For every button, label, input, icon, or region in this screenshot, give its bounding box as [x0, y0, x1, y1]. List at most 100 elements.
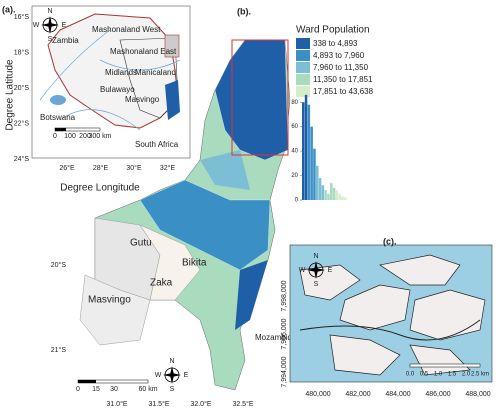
histogram-bar	[310, 126, 313, 200]
compass-label: S	[170, 386, 175, 393]
scale-label: 2.5 km	[471, 372, 489, 378]
place: Midlands	[105, 68, 137, 77]
scale-label: 100	[64, 133, 76, 140]
scale-label: 0.5	[420, 372, 429, 378]
compass-label: N	[313, 253, 318, 260]
x-tick-label: 486,000	[425, 391, 450, 398]
histogram-bar	[307, 104, 311, 200]
wards-dense	[235, 260, 268, 330]
x-tick-label: 482,000	[345, 391, 370, 398]
compass-label: S	[48, 36, 53, 43]
legend-swatch	[296, 38, 310, 49]
histogram-bar	[318, 178, 322, 200]
legend-title: Ward Population	[296, 25, 370, 36]
y-tick-label: 16°S	[14, 13, 30, 21]
legend-swatch	[296, 86, 310, 97]
scale-label: 0.0	[406, 372, 415, 378]
panel-label: (a).	[2, 4, 16, 14]
legend-label: 338 to 4,893	[313, 39, 358, 48]
histogram-bar	[302, 102, 305, 200]
y-tick-label: 24°S	[14, 155, 30, 163]
legend-swatch	[296, 62, 310, 73]
panel-b: (b). Ward Population 338 to 4,893 4,893 t…	[51, 6, 374, 407]
wards-mid	[139, 179, 271, 271]
plots	[299, 254, 486, 376]
scale-label: 0	[53, 133, 57, 140]
district	[139, 224, 201, 301]
panel-label: (b).	[237, 6, 251, 16]
x-tick-label: 488,000	[465, 391, 490, 398]
place: Masvingo	[88, 295, 131, 306]
scale-label: 2.0	[462, 372, 471, 378]
y-tick-label: 22°S	[14, 119, 30, 127]
histogram-bar	[344, 197, 347, 200]
histogram-bar	[304, 94, 308, 200]
histogram-bar	[316, 165, 319, 200]
district	[79, 274, 151, 346]
panel-label: (c).	[383, 236, 397, 246]
compass-label: S	[314, 281, 319, 288]
x-tick-label: 32.0°E	[190, 400, 211, 408]
histogram-bar	[341, 196, 344, 200]
wards-mid	[200, 150, 250, 190]
place: Bulawayo	[100, 85, 135, 94]
place: Mashonaland West	[92, 25, 161, 34]
place: Masvingo	[125, 95, 160, 104]
x-tick-label: 32.5°E	[232, 400, 253, 408]
legend-label: 17,851 to 43,638	[313, 87, 374, 96]
lake	[50, 95, 66, 105]
y-tick-label: 20°S	[51, 261, 67, 269]
y-tick-label: 20	[291, 173, 298, 179]
scale-label: 1.0	[434, 372, 443, 378]
place: Botswana	[40, 113, 76, 122]
compass-label: W	[155, 372, 162, 379]
legend-swatch	[296, 50, 310, 61]
scale-label: 300 km	[89, 133, 112, 140]
y-tick-label: 0	[295, 198, 299, 204]
y-tick-label: 21°S	[51, 346, 67, 354]
histogram-bar	[327, 193, 330, 200]
y-tick-label: 20°S	[14, 84, 30, 92]
place: Gutu	[130, 238, 152, 249]
zimbabwe	[47, 13, 179, 129]
axis-label: Degree Longitude	[60, 183, 140, 194]
place: Zaka	[150, 278, 173, 289]
x-tick-label: 31.0°E	[106, 400, 127, 408]
place: Mozambique	[255, 333, 301, 342]
legend-swatch	[296, 74, 310, 85]
scale-bar	[409, 363, 481, 368]
scale-label: 1.5	[448, 372, 457, 378]
place: Bikita	[182, 258, 207, 269]
place: Zambia	[52, 36, 79, 45]
scale-label: 15	[92, 386, 100, 393]
scale-label: 200	[79, 133, 91, 140]
y-tick-label: 80	[291, 100, 298, 106]
compass	[307, 261, 325, 279]
x-tick-label: 480,000	[305, 391, 330, 398]
legend-label: 7,960 to 11,350	[313, 63, 369, 72]
zoom-box	[231, 39, 289, 156]
histogram-bar	[313, 148, 316, 200]
compass	[41, 16, 59, 34]
compass-label: E	[328, 267, 333, 274]
histogram-bar	[338, 193, 341, 200]
histogram-bar	[335, 190, 339, 200]
histogram-bar	[321, 185, 325, 200]
y-tick-label: 18°S	[14, 48, 30, 56]
x-tick-label: 31.5°E	[148, 400, 169, 408]
compass-label: E	[62, 22, 67, 29]
compass-label: E	[184, 372, 189, 379]
histogram-bar	[332, 187, 336, 200]
axis-label: Degree Latitude	[5, 59, 16, 131]
place: Manicaland	[135, 68, 176, 77]
x-tick-label: 26°E	[59, 164, 75, 172]
legend-label: 4,893 to 7,960	[313, 51, 365, 60]
panel-a: (a). Degree Latitude Degree Longitude 16…	[2, 4, 191, 194]
road	[299, 319, 481, 341]
x-tick-label: 484,000	[385, 391, 410, 398]
study-area	[165, 80, 180, 120]
compass-label: W	[299, 267, 306, 274]
scale-label: 60 km	[138, 386, 157, 393]
y-tick-label: 7,998,000	[281, 280, 288, 311]
compass	[163, 366, 181, 384]
